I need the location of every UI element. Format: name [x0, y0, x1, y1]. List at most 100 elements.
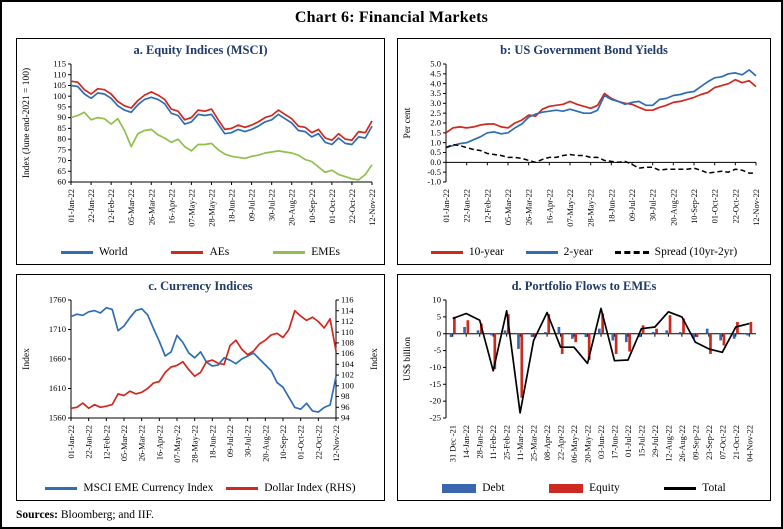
sources-text: Bloomberg; and IIF. — [60, 509, 154, 521]
svg-text:0: 0 — [437, 328, 441, 338]
svg-text:07-Oct-22: 07-Oct-22 — [718, 425, 727, 459]
panel-portfolio-flows: d. Portfolio Flows to EMEs 10 5 0 -5 -10 -15 -… — [397, 274, 771, 501]
svg-text:20-May-22: 20-May-22 — [584, 425, 593, 463]
legend-item-equity: Equity — [549, 482, 620, 494]
portfolio-flows-legend: Debt Equity Total — [398, 482, 770, 500]
svg-text:28-May-22: 28-May-22 — [587, 189, 596, 227]
svg-text:106: 106 — [341, 348, 355, 358]
svg-text:4.0: 4.0 — [430, 78, 441, 88]
svg-text:28-May-22: 28-May-22 — [191, 425, 200, 463]
svg-text:28-Jan-22: 28-Jan-22 — [476, 425, 485, 459]
svg-text:1660: 1660 — [49, 354, 66, 364]
svg-text:1610: 1610 — [49, 383, 66, 393]
svg-text:100: 100 — [53, 91, 66, 101]
legend-label: Spread (10yr-2yr) — [654, 246, 738, 258]
svg-text:110: 110 — [341, 327, 354, 337]
svg-text:22-Oct-22: 22-Oct-22 — [314, 425, 323, 459]
svg-text:21-Oct-22: 21-Oct-22 — [732, 425, 741, 459]
svg-text:5: 5 — [437, 311, 441, 321]
svg-text:23-Sep-22: 23-Sep-22 — [705, 425, 714, 460]
y-axis-title: Index (June end-2021 = 100) — [21, 68, 32, 178]
y-axis: 5.04.54.03.53.02.52.01.51.00.50.0-0.5-1.… — [427, 59, 447, 187]
sources-label: Sources: — [16, 509, 58, 521]
svg-text:-1.0: -1.0 — [427, 177, 441, 187]
svg-text:115: 115 — [53, 59, 66, 69]
svg-text:0.5: 0.5 — [430, 147, 441, 157]
y-axis: 10 5 0 -5 -10 -15 -20 -25 — [430, 295, 447, 423]
svg-text:1760: 1760 — [49, 295, 66, 305]
svg-text:96: 96 — [341, 402, 350, 412]
y-axis-title: US$ billion — [402, 337, 413, 381]
svg-text:2.0: 2.0 — [430, 118, 441, 128]
svg-text:10-Sep-22: 10-Sep-22 — [308, 189, 317, 224]
series-equity — [453, 313, 753, 398]
legend-item-10-year: 10-year — [430, 246, 504, 258]
line-swatch — [45, 486, 78, 490]
svg-text:100: 100 — [341, 380, 354, 390]
svg-text:2.5: 2.5 — [430, 108, 441, 118]
series-2-year — [445, 69, 757, 149]
legend-item-emes: EMEs — [273, 246, 340, 258]
svg-text:30-Jul-22: 30-Jul-22 — [244, 425, 253, 457]
svg-text:94: 94 — [341, 413, 350, 423]
svg-text:-10: -10 — [430, 362, 441, 372]
svg-text:16-Apr-22: 16-Apr-22 — [155, 425, 164, 460]
sources-note: Sources: Bloomberg; and IIF. — [16, 509, 154, 521]
svg-text:60: 60 — [57, 177, 66, 187]
series-dollar-index-rhs — [70, 309, 337, 410]
svg-text:09-Jul-22: 09-Jul-22 — [226, 425, 235, 457]
svg-text:98: 98 — [341, 391, 350, 401]
svg-text:116: 116 — [341, 295, 354, 305]
svg-text:114: 114 — [341, 305, 354, 315]
svg-text:09-Sep-22: 09-Sep-22 — [691, 425, 700, 460]
svg-text:0.0: 0.0 — [430, 157, 441, 167]
legend-label: MSCI EME Currency Index — [83, 482, 214, 494]
x-axis: 01-Jan-22 22-Jan-22 12-Feb-22 05-Mar-22 26-M… — [67, 417, 341, 463]
svg-text:05-Mar-22: 05-Mar-22 — [127, 189, 136, 225]
svg-text:09-Jul-22: 09-Jul-22 — [248, 189, 257, 221]
svg-text:12-Feb-22: 12-Feb-22 — [107, 189, 116, 224]
svg-text:10-Sep-22: 10-Sep-22 — [690, 189, 699, 224]
svg-text:01-Oct-22: 01-Oct-22 — [328, 189, 337, 223]
svg-text:05-Mar-22: 05-Mar-22 — [120, 425, 129, 461]
bar-swatch — [549, 483, 584, 493]
svg-text:3.0: 3.0 — [430, 98, 441, 108]
svg-text:31 Dec -21: 31 Dec -21 — [449, 425, 458, 462]
svg-text:01-Jan-22: 01-Jan-22 — [442, 189, 451, 223]
panel-d-title: d. Portfolio Flows to EMEs — [511, 279, 657, 293]
legend-item-dollar-index-rhs: Dollar Index (RHS) — [226, 482, 356, 494]
svg-text:16-Apr-22: 16-Apr-22 — [167, 189, 176, 224]
series-10-year — [445, 78, 757, 134]
legend-label: 10-year — [468, 246, 504, 258]
svg-text:01-Oct-22: 01-Oct-22 — [711, 189, 720, 223]
legend-item-aes: AEs — [171, 246, 229, 258]
svg-text:22-Apr-22: 22-Apr-22 — [557, 425, 566, 460]
svg-text:08-Apr-22: 08-Apr-22 — [543, 425, 552, 460]
svg-text:65: 65 — [57, 166, 66, 176]
legend-item-debt: Debt — [442, 482, 505, 494]
svg-text:-20: -20 — [430, 396, 441, 406]
svg-text:-15: -15 — [430, 379, 441, 389]
legend-item-total: Total — [664, 482, 726, 494]
svg-text:108: 108 — [341, 338, 354, 348]
legend-label: Total — [702, 482, 726, 494]
svg-text:112: 112 — [341, 316, 354, 326]
x-axis: 01-Jan-22 22-Jan-22 12-Feb-22 05-Mar-22 26-M… — [67, 181, 377, 227]
svg-text:26-Mar-22: 26-Mar-22 — [147, 189, 156, 225]
dashed-line-swatch — [614, 250, 649, 254]
svg-text:1.5: 1.5 — [430, 127, 441, 137]
series-msci-eme-currency-index — [70, 306, 337, 413]
line-swatch — [430, 250, 463, 254]
svg-text:12-Feb-22: 12-Feb-22 — [483, 189, 492, 224]
legend-label: Equity — [589, 482, 620, 494]
svg-text:22-Oct-22: 22-Oct-22 — [731, 189, 740, 223]
legend-item-world: World — [60, 246, 127, 258]
line-swatch — [171, 250, 204, 254]
svg-text:09-Jul-22: 09-Jul-22 — [628, 189, 637, 221]
svg-text:105: 105 — [53, 80, 66, 90]
svg-text:15-Jul-22: 15-Jul-22 — [637, 425, 646, 457]
series-world — [70, 84, 373, 146]
